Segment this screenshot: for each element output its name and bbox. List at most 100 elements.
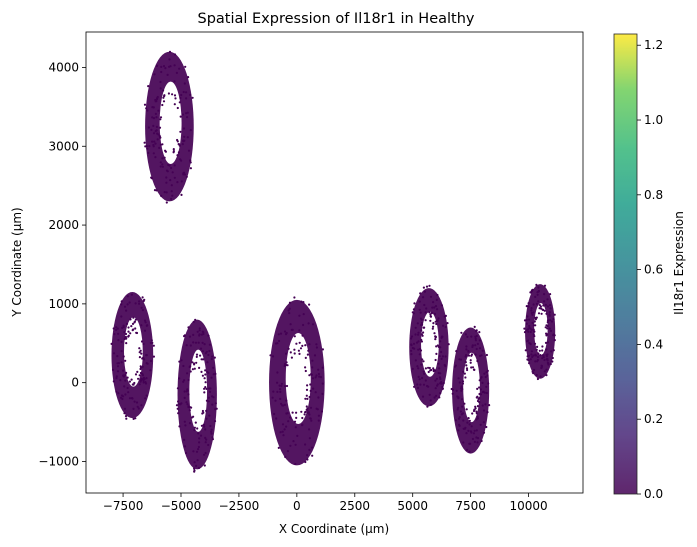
scatter-point	[124, 379, 127, 382]
scatter-point	[154, 112, 157, 115]
scatter-point	[165, 191, 168, 194]
scatter-point	[288, 301, 292, 304]
scatter-point	[528, 362, 531, 365]
scatter-point	[420, 321, 423, 325]
scatter-point	[303, 413, 306, 416]
scatter-point	[473, 325, 476, 328]
scatter-point	[125, 417, 128, 420]
scatter-point	[175, 71, 178, 74]
scatter-point	[177, 143, 180, 146]
section-hollow	[534, 303, 548, 356]
scatter-point	[426, 384, 429, 388]
scatter-point	[483, 391, 486, 394]
scatter-point	[548, 313, 551, 316]
scatter-point	[203, 387, 206, 390]
scatter-point	[476, 405, 479, 408]
scatter-point	[529, 343, 532, 346]
scatter-point	[471, 345, 474, 349]
scatter-point	[152, 124, 155, 127]
scatter-point	[214, 372, 217, 375]
scatter-point	[284, 455, 287, 458]
scatter-point	[168, 164, 171, 167]
scatter-point	[171, 171, 174, 174]
scatter-point	[543, 370, 546, 373]
scatter-point	[306, 458, 309, 461]
scatter-point	[473, 368, 476, 371]
scatter-point	[192, 333, 195, 336]
scatter-point	[418, 300, 421, 303]
scatter-point	[183, 334, 186, 337]
scatter-point	[431, 327, 434, 330]
scatter-point	[187, 393, 190, 396]
scatter-point	[459, 387, 463, 390]
scatter-point	[183, 379, 186, 382]
scatter-point	[151, 106, 154, 109]
scatter-point	[540, 364, 544, 368]
scatter-point	[530, 328, 533, 331]
scatter-point	[159, 165, 162, 168]
tissue-section-3	[175, 318, 218, 473]
scatter-point	[480, 439, 483, 443]
scatter-point	[542, 354, 545, 357]
scatter-point	[206, 361, 209, 364]
scatter-point	[199, 354, 202, 357]
scatter-point	[280, 382, 283, 385]
scatter-point	[193, 363, 196, 366]
scatter-point	[549, 307, 552, 310]
scatter-point	[470, 354, 473, 357]
scatter-point	[211, 403, 214, 406]
scatter-point	[410, 349, 413, 352]
scatter-point	[471, 437, 474, 441]
scatter-point	[163, 94, 166, 97]
scatter-point	[429, 319, 432, 322]
scatter-point	[158, 126, 162, 129]
scatter-point	[302, 323, 305, 327]
scatter-point	[185, 390, 188, 393]
scatter-point	[474, 344, 477, 347]
scatter-point	[535, 348, 538, 351]
scatter-point	[128, 397, 132, 400]
scatter-point	[433, 306, 436, 309]
scatter-point	[304, 369, 307, 373]
scatter-point	[277, 333, 280, 336]
scatter-point	[186, 372, 189, 375]
scatter-point	[462, 441, 465, 444]
scatter-point	[132, 417, 135, 420]
scatter-point	[188, 335, 192, 338]
scatter-point	[131, 383, 134, 386]
scatter-point	[115, 376, 118, 380]
scatter-point	[154, 98, 157, 102]
scatter-point	[137, 377, 140, 380]
scatter-point	[536, 345, 539, 348]
scatter-point	[537, 289, 541, 293]
scatter-point	[115, 390, 118, 393]
scatter-point	[143, 329, 147, 332]
scatter-point	[173, 94, 177, 97]
scatter-point	[410, 337, 413, 340]
scatter-point	[194, 318, 197, 321]
scatter-point	[173, 176, 176, 179]
scatter-point	[416, 386, 420, 389]
scatter-point	[272, 390, 275, 393]
scatter-point	[305, 394, 308, 397]
scatter-point	[138, 300, 141, 303]
scatter-point	[182, 364, 185, 368]
scatter-point	[436, 293, 439, 297]
scatter-point	[170, 190, 173, 193]
scatter-point	[420, 363, 423, 366]
scatter-point	[433, 396, 436, 399]
scatter-point	[177, 412, 180, 415]
section-hollow	[159, 81, 182, 164]
scatter-point	[279, 388, 282, 391]
scatter-point	[183, 173, 187, 176]
scatter-point	[311, 454, 314, 457]
scatter-point	[181, 143, 184, 146]
scatter-point	[487, 382, 490, 385]
scatter-point	[143, 378, 146, 381]
scatter-point	[420, 329, 423, 332]
scatter-point	[553, 339, 556, 342]
scatter-point	[425, 285, 429, 288]
scatter-point	[413, 302, 416, 305]
scatter-point	[121, 397, 124, 401]
scatter-point	[475, 410, 478, 413]
